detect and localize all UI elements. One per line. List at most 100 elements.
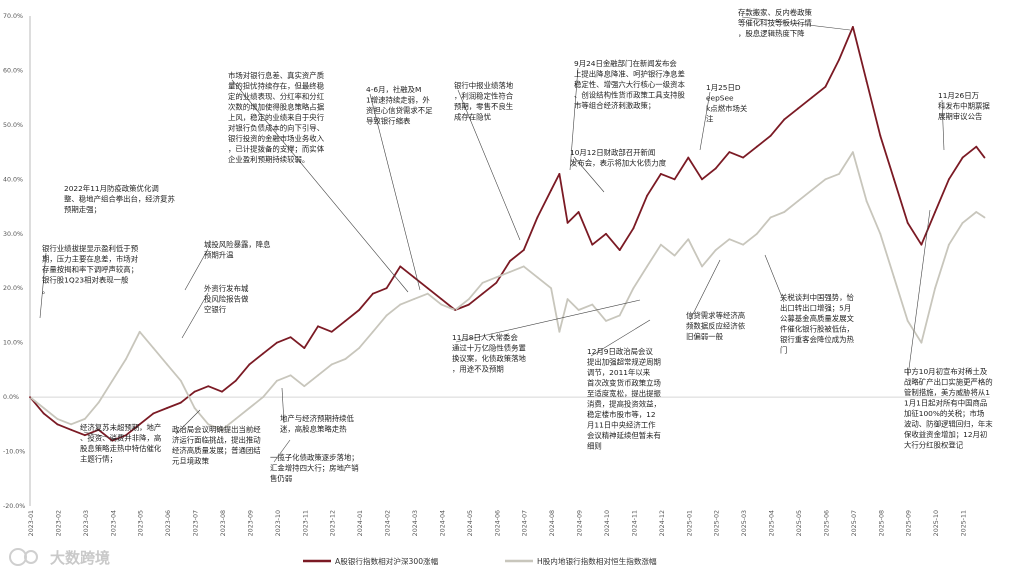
data-point — [481, 292, 484, 295]
annotation: 银行中报业绩落地 ，利润稳定性符合预期，零售不良生成存在隐忧 — [454, 81, 521, 241]
annotation-text: 经济复苏未超预期，地产、投资、消费并非降，高股息策略走热中特估催化主题行情； — [80, 423, 162, 464]
annotation-line: 、投资、消费并非降，高 — [80, 434, 161, 443]
annotation-line: 主题行情； — [80, 455, 117, 464]
x-tick-label: 2024-11 — [631, 510, 638, 536]
data-point — [70, 428, 73, 431]
annotation-line: 定的业绩表现、分红率和分红 — [228, 92, 325, 101]
legend-label: H股内地银行指数相对恒生指数涨幅 — [537, 556, 657, 566]
data-point — [824, 178, 827, 181]
y-tick-label: 50.0% — [3, 122, 23, 129]
data-point — [83, 417, 86, 420]
annotation-line: 上风，稳定的业绩来自于央行 — [228, 113, 325, 122]
legend: A股银行指数相对沪深300涨幅 H股内地银行指数相对恒生指数涨幅 — [303, 556, 657, 566]
y-tick-label: 10.0% — [3, 340, 23, 347]
data-point — [111, 439, 114, 442]
annotation: 地产与经济预期持续低迷，高股息策略走热 — [280, 387, 355, 434]
annotation-line: 9月24日金融部门在新闻发布会 — [574, 59, 677, 68]
data-point — [934, 211, 937, 213]
data-point — [221, 428, 223, 431]
data-point — [371, 292, 374, 295]
annotation: 12月9日政治局会议提出加强超常规逆周期调节，2011年以来首次改变货币政策立场… — [587, 319, 662, 451]
data-point — [399, 303, 402, 306]
annotation-text: 9月24日金融部门在新闻发布会上提出降息降准、呵护银行净息差稳定性、增强六大行核… — [574, 59, 685, 110]
annotation-line: 售仍弱 — [270, 474, 292, 483]
data-point — [207, 385, 210, 388]
data-point — [810, 189, 813, 192]
annotation-line: 2022年11月防疫政策优化调 — [64, 184, 159, 193]
annotation-line: 稳定楼市股市等，12 — [587, 410, 656, 419]
data-point — [193, 407, 196, 409]
data-point — [851, 151, 854, 154]
x-tick-label: 2025-07 — [851, 510, 858, 536]
data-point — [742, 156, 745, 159]
data-point — [975, 145, 978, 148]
data-point — [262, 352, 265, 355]
data-point — [797, 200, 799, 203]
data-point — [618, 249, 621, 252]
annotation-line: 预期，零售不良生 — [454, 102, 513, 111]
data-point — [566, 298, 569, 301]
data-point — [755, 145, 758, 148]
data-point — [687, 238, 690, 241]
data-point — [893, 276, 895, 279]
annotation-line: 银行业绩拔提显示盈利低于预 — [42, 244, 139, 253]
data-point — [550, 189, 553, 192]
annotation-line: 股息策略走热中特估催化 — [80, 444, 162, 453]
x-tick-label: 2023-09 — [247, 510, 254, 536]
data-point — [275, 379, 278, 382]
annotation-text: 一揽子化债政策逐步落地； 汇金增持四大行；房地产销售仍弱 — [270, 453, 359, 483]
data-point — [262, 396, 265, 399]
x-tick-label: 2023-08 — [220, 510, 227, 536]
data-point — [646, 194, 649, 197]
data-point — [166, 407, 169, 409]
data-point — [179, 401, 182, 404]
data-point — [454, 309, 457, 311]
data-point — [70, 423, 73, 426]
annotation-leader — [741, 16, 851, 31]
data-point — [536, 216, 539, 219]
data-point — [125, 434, 127, 437]
data-point — [522, 249, 525, 252]
annotation-line: 1月1日起对所有中国商品 — [904, 399, 987, 408]
x-tick-label: 2023-01 — [28, 510, 35, 536]
annotation: 政治局会议明确提出当前经济运行面临挑战，提出推动经济高质量发展；普通团结元旦境政… — [172, 409, 261, 466]
annotation-text: 12月9日政治局会议提出加强超常规逆周期调节，2011年以来首次改变货币政策立场… — [587, 347, 662, 451]
annotation-leader — [83, 431, 121, 441]
annotation-leader — [231, 79, 409, 293]
annotation-text: 银行业绩拔提显示盈利低于预期，压力主要在息差，市场对存量按揭和率下调呼声较高； 银… — [42, 244, 139, 295]
annotation-line: 稳定性、增强六大行核心一级资本 — [574, 80, 685, 89]
annotation-leader — [941, 99, 945, 151]
x-tick-label: 2023-07 — [193, 510, 200, 536]
annotation: 经济复苏未超预期，地产、投资、消费并非降，高股息策略走热中特估催化主题行情； — [80, 423, 162, 464]
y-tick-label: 60.0% — [3, 67, 23, 74]
data-point — [769, 134, 772, 137]
annotation-line: 次数的增加使得股息策略占据 — [228, 103, 325, 112]
logo-icon-inner — [24, 550, 38, 564]
data-point — [97, 428, 100, 431]
annotation-leader — [369, 93, 421, 291]
data-point — [618, 314, 621, 317]
data-point — [344, 319, 347, 322]
annotation-line: 战略矿产出口实施更严格的 — [904, 378, 993, 387]
data-point — [983, 216, 986, 219]
data-point — [248, 407, 251, 409]
data-point — [838, 58, 841, 61]
annotation-line: 市场对银行息差、真实资产质 — [228, 71, 325, 80]
y-tick-label: 40.0% — [3, 176, 23, 183]
data-point — [138, 423, 141, 426]
x-tick-label: 2023-12 — [330, 510, 337, 536]
annotation-line: 11月26日万 — [938, 91, 979, 100]
annotation-line: 存量按揭和率下调呼声较高； — [42, 265, 138, 274]
x-tick-label: 2024-05 — [467, 510, 474, 536]
data-point — [701, 265, 703, 268]
data-point — [920, 341, 923, 344]
annotation: 中方10月初宣布对稀土及战略矿产出口实施更严格的管制措施，美方威胁将从1 1月1日… — [904, 209, 993, 450]
data-point — [426, 287, 429, 290]
x-tick-label: 2024-03 — [412, 510, 419, 536]
annotation: 市场对银行息差、真实资产质量的担忧持续存在，但最终稳定的业绩表现、分红率和分红次… — [228, 71, 409, 293]
annotation: 关税谈判中国强势，恰出口转出口增强；5月公募基金高质量发展文件催化银行股被低估，… — [764, 254, 855, 355]
data-point — [509, 260, 511, 262]
data-point — [947, 178, 950, 181]
annotation-line: 件催化银行股被低估， — [780, 325, 854, 334]
